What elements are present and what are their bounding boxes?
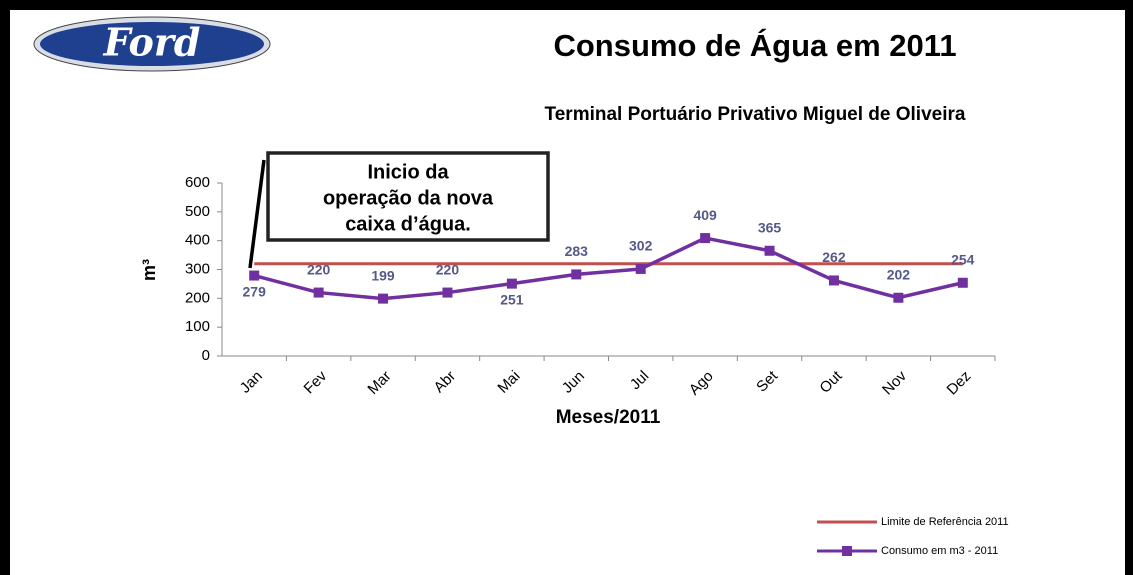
annotation-box (266, 151, 550, 242)
legend-label: Limite de Referência 2011 (881, 516, 1009, 528)
legend-label: Consumo em m3 - 2011 (881, 545, 998, 557)
y-tick-label: 100 (185, 318, 210, 335)
chart-subtitle: Terminal Portuário Privativo Miguel de O… (545, 104, 966, 125)
point-marker (700, 233, 711, 244)
annotation-text: caixa d’água. (345, 213, 471, 235)
chart-title: Consumo de Água em 2011 (553, 28, 956, 63)
point-marker (571, 269, 582, 280)
ford-logo: Ford (33, 16, 271, 72)
data-label: 202 (887, 266, 911, 282)
point-marker (635, 263, 646, 274)
point-marker (378, 293, 389, 304)
data-label: 199 (371, 267, 395, 283)
point-marker (893, 292, 904, 303)
data-label: 251 (500, 291, 524, 307)
point-marker (249, 270, 260, 281)
data-label: 409 (693, 207, 717, 223)
point-marker (506, 278, 517, 289)
y-tick-label: 500 (185, 203, 210, 220)
data-label: 283 (565, 243, 589, 259)
canvas (10, 10, 1125, 575)
annotation-text: operação da nova (323, 187, 494, 209)
y-axis-label: m³ (139, 259, 159, 281)
callout-line (248, 159, 266, 269)
data-label: 302 (629, 238, 653, 254)
y-tick-label: 600 (185, 174, 210, 191)
point-marker (313, 287, 324, 298)
y-tick-label: 300 (185, 260, 210, 277)
logo-text: Ford (103, 20, 201, 65)
legend-marker (842, 546, 852, 556)
x-axis-label: Meses/2011 (556, 407, 661, 428)
point-marker (828, 275, 839, 286)
point-marker (764, 245, 775, 256)
data-label: 365 (758, 219, 782, 235)
data-label: 220 (307, 261, 331, 277)
y-tick-label: 0 (202, 347, 210, 364)
data-label: 279 (243, 283, 267, 299)
data-label: 220 (436, 261, 460, 277)
y-tick-label: 200 (185, 289, 210, 306)
point-marker (442, 287, 453, 298)
annotation-text: Inicio da (367, 161, 449, 183)
y-tick-label: 400 (185, 232, 210, 249)
data-label: 262 (822, 249, 846, 265)
data-label: 254 (951, 251, 975, 267)
series-line (253, 236, 964, 301)
point-marker (957, 277, 968, 288)
